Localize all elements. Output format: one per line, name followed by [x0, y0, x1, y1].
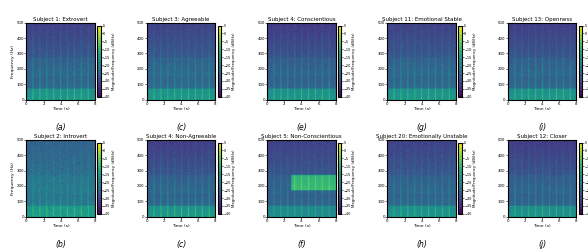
Text: (c): (c) [176, 240, 186, 249]
Y-axis label: Magnitude/Frequency (dB/Hz): Magnitude/Frequency (dB/Hz) [232, 32, 236, 90]
Text: (e): (e) [296, 123, 307, 132]
Y-axis label: Magnitude/Frequency (dB/Hz): Magnitude/Frequency (dB/Hz) [473, 32, 477, 90]
X-axis label: Time (s): Time (s) [413, 224, 430, 228]
Y-axis label: Magnitude/Frequency (dB/Hz): Magnitude/Frequency (dB/Hz) [352, 149, 356, 207]
Title: Subject 11: Emotional Stable: Subject 11: Emotional Stable [382, 17, 462, 22]
Title: Subject 12: Closer: Subject 12: Closer [517, 134, 567, 139]
Text: (f): (f) [297, 240, 306, 249]
X-axis label: Time (s): Time (s) [413, 107, 430, 111]
Y-axis label: Frequency (Hz): Frequency (Hz) [12, 45, 15, 78]
Text: (b): (b) [55, 240, 66, 249]
Y-axis label: Magnitude/Frequency (dB/Hz): Magnitude/Frequency (dB/Hz) [232, 149, 236, 207]
Y-axis label: Magnitude/Frequency (dB/Hz): Magnitude/Frequency (dB/Hz) [473, 149, 477, 207]
X-axis label: Time (s): Time (s) [52, 224, 69, 228]
X-axis label: Time (s): Time (s) [533, 224, 551, 228]
Title: Subject 1: Extrovert: Subject 1: Extrovert [34, 17, 88, 22]
Text: (g): (g) [416, 123, 427, 132]
Title: Subject 3: Agreeable: Subject 3: Agreeable [152, 17, 210, 22]
Y-axis label: Magnitude/Frequency (dB/Hz): Magnitude/Frequency (dB/Hz) [352, 32, 356, 90]
Title: Subject 2: Introvert: Subject 2: Introvert [34, 134, 87, 139]
X-axis label: Time (s): Time (s) [293, 107, 310, 111]
X-axis label: Time (s): Time (s) [533, 107, 551, 111]
Text: (i): (i) [538, 123, 546, 132]
Y-axis label: Frequency (Hz): Frequency (Hz) [12, 162, 15, 195]
Text: (a): (a) [55, 123, 66, 132]
Title: Subject 20: Emotionally Unstable: Subject 20: Emotionally Unstable [376, 134, 467, 139]
X-axis label: Time (s): Time (s) [172, 224, 190, 228]
Y-axis label: Magnitude/Frequency (dB/Hz): Magnitude/Frequency (dB/Hz) [112, 32, 116, 90]
Title: Subject 5: Non-Conscientious: Subject 5: Non-Conscientious [261, 134, 342, 139]
Text: (h): (h) [416, 240, 427, 249]
X-axis label: Time (s): Time (s) [293, 224, 310, 228]
Text: (j): (j) [538, 240, 546, 249]
Text: (c): (c) [176, 123, 186, 132]
X-axis label: Time (s): Time (s) [172, 107, 190, 111]
Title: Subject 4: Non-Agreeable: Subject 4: Non-Agreeable [146, 134, 216, 139]
Title: Subject 4: Conscientious: Subject 4: Conscientious [268, 17, 335, 22]
X-axis label: Time (s): Time (s) [52, 107, 69, 111]
Title: Subject 13: Openness: Subject 13: Openness [512, 17, 572, 22]
Y-axis label: Magnitude/Frequency (dB/Hz): Magnitude/Frequency (dB/Hz) [112, 149, 116, 207]
